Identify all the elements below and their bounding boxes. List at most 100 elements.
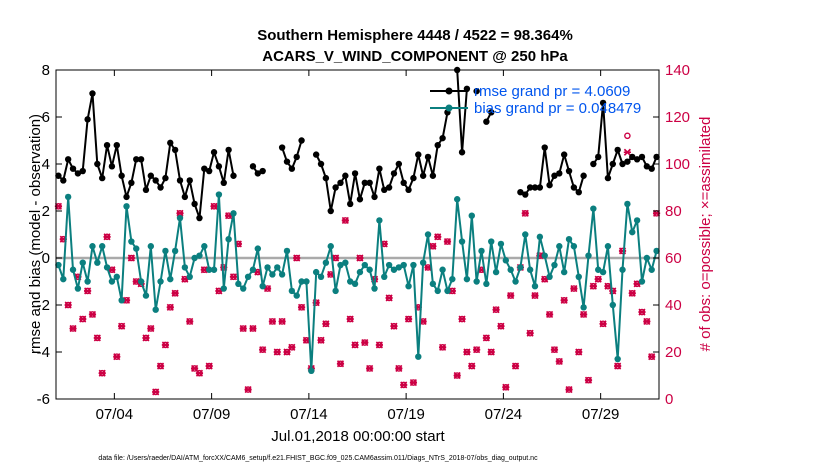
bias-point (468, 212, 475, 219)
legend-rmse-label: rmse grand pr = 4.0609 (474, 83, 630, 100)
bias-point (157, 278, 164, 285)
rmse-point (157, 184, 164, 191)
bias-point (356, 268, 364, 276)
rmse-point (570, 184, 578, 191)
obs-assimilated-point (147, 324, 155, 333)
obs-assimilated-point (390, 322, 398, 330)
rmse-point (69, 165, 77, 172)
bias-point (449, 275, 456, 283)
x-axis-label: Jul.01,2018 00:00:00 start (271, 428, 445, 445)
bias-point (453, 196, 461, 203)
obs-assimilated-point (643, 317, 651, 326)
bias-point (536, 233, 544, 241)
bias-point (249, 266, 257, 273)
rmse-point (133, 156, 140, 163)
bias-point (463, 275, 471, 283)
rmse-point (609, 160, 617, 168)
obs-assimilated-point (439, 343, 447, 351)
rmse-point (196, 214, 203, 222)
obs-assimilated-point (84, 287, 92, 295)
obs-assimilated-point (229, 273, 238, 281)
y-right-tick-label: 120 (665, 109, 690, 126)
bias-point (424, 231, 432, 238)
obs-assimilated-point (88, 310, 97, 318)
rmse-point (541, 144, 548, 151)
obs-assimilated-point (375, 341, 383, 349)
rmse-point (142, 186, 150, 194)
y-right-tick-label: 40 (665, 297, 682, 314)
obs-assimilated-point (550, 346, 559, 354)
bias-point (98, 243, 106, 250)
bias-point (327, 243, 334, 250)
y-axis-right-label: # of obs: o=possible; ×=assimilated (697, 117, 714, 352)
rmse-point (390, 170, 398, 177)
bias-point (638, 278, 646, 285)
obs-assimilated-point (584, 376, 593, 384)
y-right-tick-label: 0 (665, 391, 673, 408)
rmse-point (298, 137, 305, 144)
rmse-point (337, 179, 344, 186)
bias-point (546, 273, 553, 280)
rmse-point (293, 153, 300, 161)
obs-assimilated-point (79, 315, 87, 323)
obs-assimilated-point (507, 292, 515, 300)
rmse-point (332, 184, 339, 191)
rmse-point (259, 167, 266, 175)
obs-assimilated-point (487, 348, 495, 356)
obs-assimilated-point (341, 216, 349, 224)
y-right-tick-label: 20 (665, 344, 682, 361)
rmse-point (225, 146, 232, 154)
bias-point (512, 278, 519, 285)
bias-point (108, 278, 116, 285)
obs-assimilated-point (648, 353, 656, 361)
rmse-point (419, 172, 427, 179)
bias-point (147, 243, 155, 250)
rmse-point (249, 163, 257, 170)
chart-title-line-2: ACARS_V_WIND_COMPONENT @ 250 hPa (262, 48, 568, 65)
bias-point (478, 247, 485, 255)
rmse-point (424, 153, 432, 161)
rmse-point (560, 151, 568, 158)
bias-point (415, 353, 422, 360)
rmse-point (128, 179, 135, 186)
rmse-point (643, 163, 651, 170)
bias-point (332, 287, 339, 295)
obs-assimilated-point (176, 209, 184, 217)
rmse-point (74, 170, 82, 177)
obs-assimilated-point (638, 308, 646, 316)
bias-point (176, 214, 184, 222)
rmse-point (633, 156, 641, 163)
obs-assimilated-point (521, 209, 529, 217)
rmse-point (395, 160, 403, 168)
bias-point (390, 266, 398, 273)
bias-point (624, 200, 631, 208)
legend: rmse grand pr = 4.0609 bias grand pr = 0… (430, 83, 641, 117)
bias-point (269, 271, 276, 278)
obs-assimilated-point (502, 383, 510, 391)
rmse-point (220, 179, 227, 186)
bias-point (381, 273, 388, 280)
obs-assimilated-point (268, 317, 276, 326)
bias-point (376, 217, 383, 224)
obs-assimilated-point (458, 315, 466, 323)
bias-point (201, 243, 208, 250)
obs-assimilated-point (161, 341, 170, 349)
bias-point (103, 264, 111, 271)
rmse-point (317, 160, 325, 168)
rmse-point (347, 200, 354, 208)
bias-series (55, 191, 660, 374)
bias-point (497, 240, 505, 248)
rmse-point (381, 186, 388, 194)
bias-point (347, 278, 354, 285)
obs-assimilated-point (492, 306, 500, 314)
obs-assimilated-point (113, 353, 121, 361)
rmse-point (599, 99, 607, 107)
rmse-point (167, 139, 174, 147)
chart-title-line-1: Southern Hemisphere 4448 / 4522 = 98.364… (257, 27, 573, 44)
rmse-point (210, 149, 218, 156)
obs-assimilated-point (385, 294, 393, 302)
rmse-point (361, 179, 368, 186)
bias-point (322, 259, 330, 266)
obs-assimilated-point (69, 324, 77, 333)
rmse-point (458, 149, 466, 156)
